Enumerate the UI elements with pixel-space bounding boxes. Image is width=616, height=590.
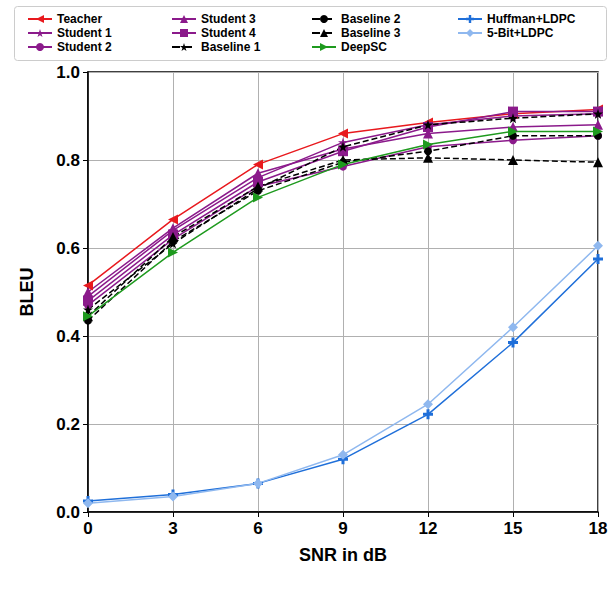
svg-text:12: 12 (419, 519, 438, 538)
svg-text:DeepSC: DeepSC (341, 40, 387, 54)
svg-text:15: 15 (504, 519, 523, 538)
svg-text:0.4: 0.4 (56, 327, 80, 346)
svg-text:Student 4: Student 4 (201, 26, 256, 40)
svg-text:Baseline 2: Baseline 2 (341, 12, 401, 26)
svg-text:SNR in dB: SNR in dB (299, 545, 387, 565)
svg-text:3: 3 (168, 519, 177, 538)
svg-text:0: 0 (83, 519, 92, 538)
svg-text:BLEU: BLEU (17, 268, 37, 317)
svg-text:0.8: 0.8 (56, 151, 80, 170)
svg-text:5-Bit+LDPC: 5-Bit+LDPC (487, 26, 554, 40)
svg-text:0.6: 0.6 (56, 239, 80, 258)
svg-text:Baseline 3: Baseline 3 (341, 26, 401, 40)
svg-text:Student 2: Student 2 (57, 40, 112, 54)
svg-text:1.0: 1.0 (56, 63, 80, 82)
svg-text:18: 18 (589, 519, 608, 538)
svg-text:Huffman+LDPC: Huffman+LDPC (487, 12, 576, 26)
svg-text:Student 1: Student 1 (57, 26, 112, 40)
svg-text:Baseline 1: Baseline 1 (201, 40, 261, 54)
svg-text:9: 9 (338, 519, 347, 538)
svg-text:Teacher: Teacher (57, 12, 102, 26)
svg-text:Student 3: Student 3 (201, 12, 256, 26)
svg-text:0.2: 0.2 (56, 415, 80, 434)
svg-text:6: 6 (253, 519, 262, 538)
svg-text:0.0: 0.0 (56, 503, 80, 522)
